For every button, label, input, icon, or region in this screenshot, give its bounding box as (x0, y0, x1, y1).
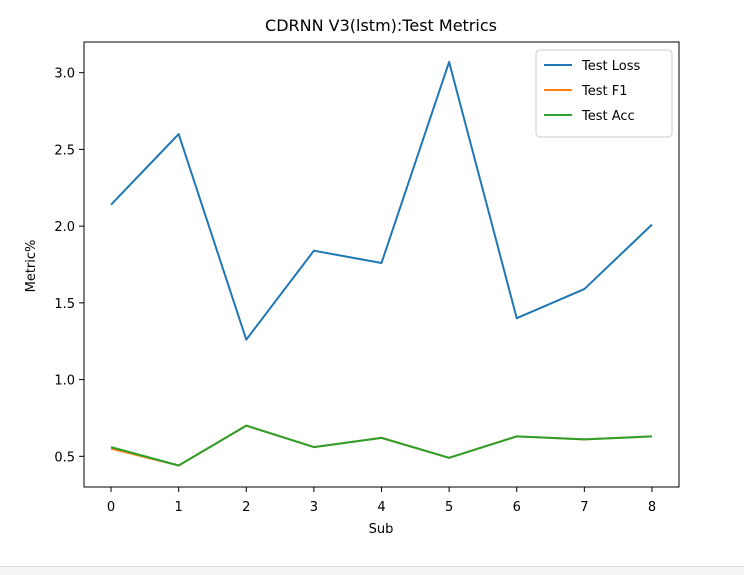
x-axis-label: Sub (369, 522, 394, 537)
x-tick-label: 8 (648, 500, 656, 515)
series-line-test-f1 (110, 424, 652, 467)
y-tick-label: 1.0 (54, 374, 75, 389)
y-tick-label: 0.5 (54, 450, 75, 465)
y-tick-label: 1.5 (54, 297, 75, 312)
x-tick-label: 0 (107, 500, 115, 515)
x-tick-label: 7 (580, 500, 588, 515)
y-tick-label: 2.0 (54, 220, 75, 235)
legend-label: Test Acc (581, 109, 635, 124)
y-tick-label: 3.0 (54, 67, 75, 82)
y-axis-label: Metric% (24, 240, 39, 293)
legend: Test Loss Test F1 Test Acc (535, 49, 673, 138)
x-tick-label: 4 (377, 500, 385, 515)
series-line-test-loss (110, 60, 653, 341)
x-tick-label: 6 (513, 500, 521, 515)
x-tick-label: 5 (445, 500, 453, 515)
chart-title: CDRNN V3(lstm):Test Metrics (265, 16, 497, 35)
y-tick-label: 2.5 (54, 143, 75, 158)
series-lines (110, 60, 653, 467)
x-tick-label: 1 (175, 500, 183, 515)
series-line-test-acc (110, 424, 652, 467)
x-tick-label: 3 (310, 500, 318, 515)
legend-label: Test F1 (581, 84, 627, 99)
x-tick-label: 2 (242, 500, 250, 515)
legend-label: Test Loss (581, 59, 640, 74)
plot-area: 0 1 2 3 4 5 6 7 8 0.5 1.0 1.5 2.0 2.5 3.0 (54, 41, 680, 515)
notebook-output-divider (0, 566, 744, 575)
